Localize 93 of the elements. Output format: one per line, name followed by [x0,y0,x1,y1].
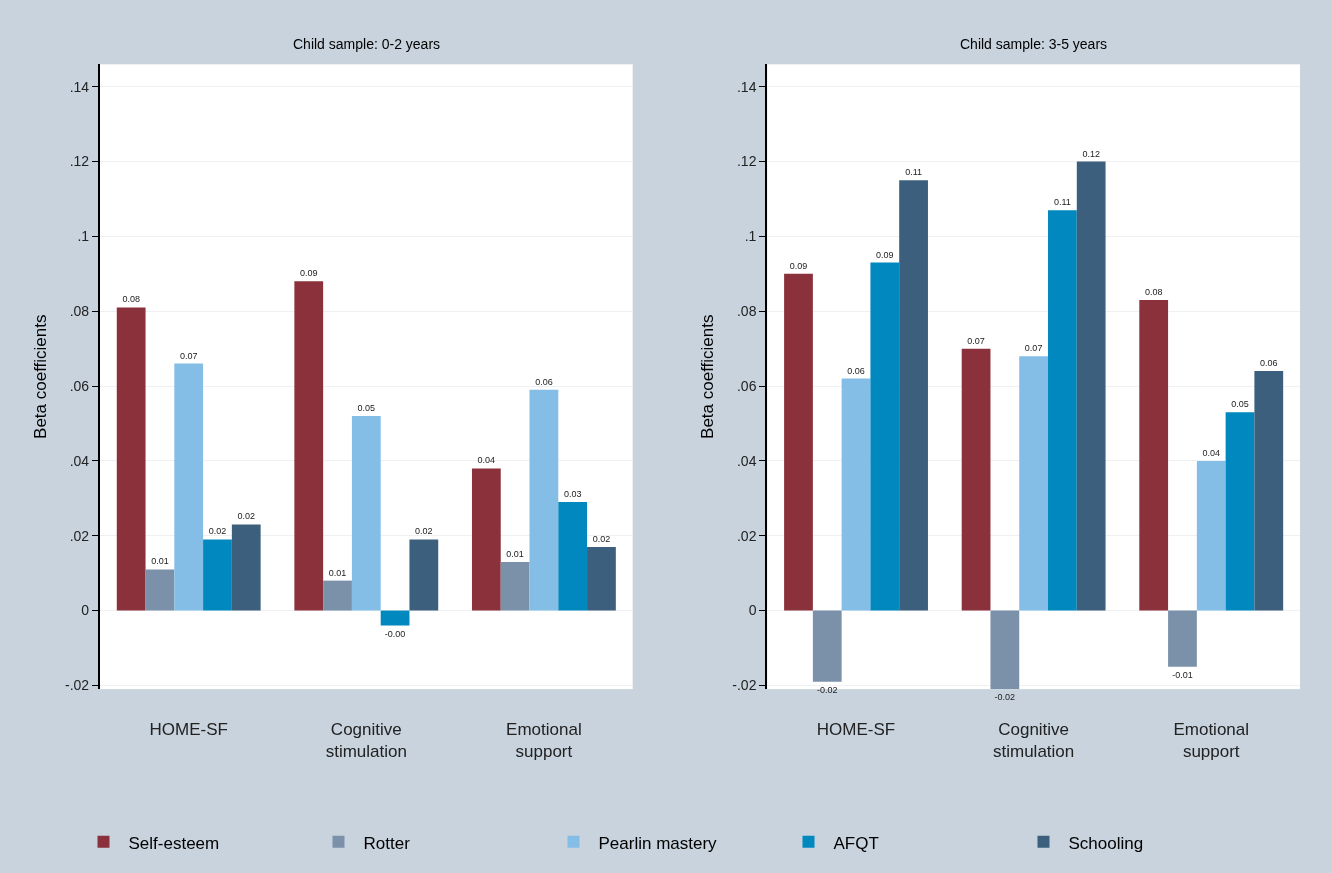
data-label: 0.09 [299,268,318,279]
x-tick-label: HOME-SF [149,720,228,740]
legend-label: AFQT [833,833,879,853]
bar [587,546,616,611]
y-tick-label: -.02 [64,677,90,694]
data-label: 0.05 [1231,399,1249,410]
bar [145,569,175,611]
y-tick-label: .04 [736,452,757,469]
data-label: 0.01 [328,567,347,578]
data-label: 0.07 [1024,343,1043,354]
data-label: 0.02 [208,526,227,537]
bar [841,378,871,611]
bar [294,281,324,611]
data-label: 0.07 [179,350,198,361]
x-tick-label: Emotional support [506,720,582,762]
data-label: 0.06 [535,376,553,387]
data-label: -0.02 [994,692,1016,703]
bar [1254,371,1284,611]
y-tick-label: 0 [748,602,757,619]
data-label: 0.09 [876,249,894,260]
bar [1019,356,1049,611]
y-tick-label: .08 [736,303,757,320]
bar [1076,161,1106,611]
x-tick-label: Cognitive stimulation [325,720,407,762]
x-tick-label: Cognitive stimulation [993,720,1075,762]
y-tick-label: 0 [81,602,90,619]
data-label: 0.11 [905,167,923,178]
y-tick-label: .02 [69,527,90,544]
data-label: 0.02 [237,511,256,522]
bar [961,348,991,611]
data-label: 0.05 [357,403,376,413]
bar [231,524,261,611]
legend-label: Schooling [1068,833,1144,853]
bar [1048,210,1077,611]
legend-label: Pearlin mastery [598,833,718,853]
data-label: 0.06 [847,365,865,376]
bar [323,580,352,611]
bar [500,561,530,611]
data-label: 0.08 [1144,287,1163,298]
bar [1168,610,1197,667]
x-tick-label: HOME-SF [816,720,896,740]
data-label: 0.11 [1053,197,1071,208]
y-tick-label: .12 [69,153,90,170]
chart-title: Child sample: 3-5 years [960,36,1108,52]
y-tick-label: -.02 [732,677,757,694]
data-label: 0.02 [592,533,611,544]
bar [1225,412,1255,611]
bar [380,610,410,626]
data-label: 0.06 [1260,358,1278,369]
bar [471,468,501,611]
data-label: -0.00 [384,628,406,639]
y-tick-label: .14 [69,78,90,95]
bar [1139,300,1169,611]
y-axis-title: Beta coefficients [698,314,718,439]
y-axis-title: Beta coefficients [31,314,51,439]
y-tick-label: .04 [69,452,90,469]
data-label: 0.01 [151,556,169,567]
bar [409,539,439,611]
y-tick-label: .1 [77,228,90,245]
bar [784,273,813,611]
data-label: -0.01 [1172,669,1193,680]
bar [870,262,900,611]
data-label: 0.07 [967,335,985,346]
y-tick-label: .14 [736,78,757,95]
y-tick-label: .02 [736,527,757,544]
data-label: 0.08 [122,294,140,305]
data-label: 0.02 [415,526,433,537]
bar [558,502,588,611]
bar [812,610,842,682]
data-label: 0.12 [1082,148,1100,159]
bar [1196,460,1226,611]
x-tick-label: Emotional support [1173,720,1250,762]
data-label: -0.02 [817,684,838,695]
y-tick-label: .06 [736,377,757,394]
data-label: 0.04 [477,455,496,466]
chart-title: Child sample: 0-2 years [293,36,441,52]
data-label: 0.09 [789,260,808,271]
bar [203,539,232,611]
y-tick-label: .08 [69,303,90,320]
bar [174,363,204,611]
data-label: 0.03 [563,489,582,500]
y-tick-label: .12 [736,153,757,170]
data-label: 0.04 [1202,447,1220,458]
y-tick-label: .06 [69,377,90,394]
legend-label: Self-esteem [128,833,220,853]
legend-label: Rotter [363,833,411,853]
data-label: 0.01 [506,548,524,559]
y-tick-label: .1 [744,228,757,245]
bar [899,180,928,611]
bar [529,389,559,611]
bar [116,307,146,611]
bar [990,610,1020,690]
bar [351,416,381,611]
